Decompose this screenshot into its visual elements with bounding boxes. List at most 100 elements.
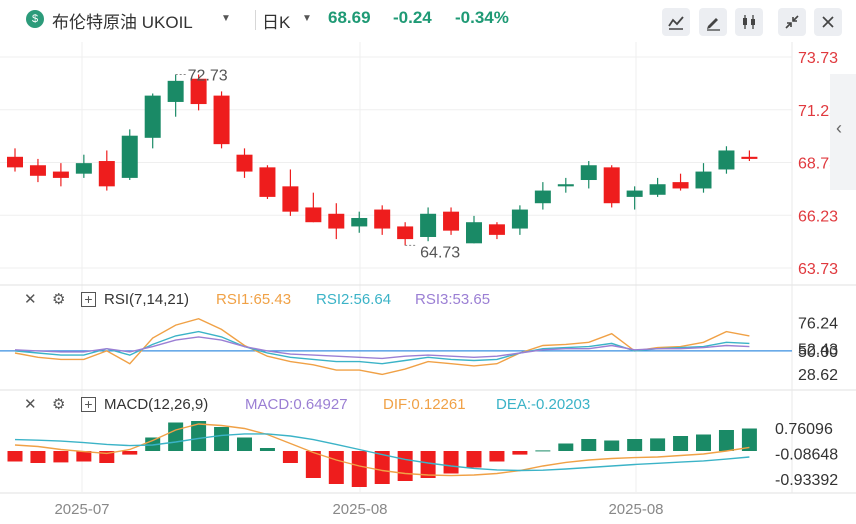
macd-histogram-bar (237, 437, 252, 451)
candle (98, 150, 115, 191)
price-change: -0.24 (393, 8, 432, 27)
period-selector[interactable]: 日K (262, 13, 291, 32)
chart-type-button[interactable] (735, 8, 763, 36)
candle-body (98, 161, 115, 187)
candle (741, 150, 758, 162)
last-price: 68.69 (328, 8, 371, 27)
candle (236, 148, 253, 178)
rsi1-value: RSI1:65.43 (216, 291, 292, 308)
close-button[interactable] (814, 8, 842, 36)
draw-tool-button[interactable] (699, 8, 727, 36)
candle-body (741, 156, 758, 159)
rsi-line-rsi1 (14, 317, 750, 376)
price-axis-label: 71.23 (798, 103, 838, 120)
date-axis-label: 2025-07 (54, 501, 109, 518)
candle (443, 207, 460, 235)
candle-body (443, 211, 460, 231)
low-annotation: 64.73 (420, 244, 460, 261)
macd-histogram-bar (466, 451, 482, 468)
symbol-code: UKOIL (141, 13, 193, 32)
collapse-button[interactable] (778, 8, 806, 36)
candle (534, 182, 551, 210)
price-axis-label: 63.73 (798, 261, 838, 278)
macd-histogram-bar (122, 451, 138, 455)
candle (718, 146, 735, 174)
chevron-down-icon[interactable]: ▼ (302, 13, 312, 24)
gridlines (0, 42, 856, 494)
settings-icon[interactable]: ⚙ (52, 291, 66, 308)
macd-axis-label: 0.76096 (775, 421, 833, 438)
candle-body (328, 213, 345, 229)
close-icon[interactable]: ✕ (24, 396, 37, 413)
macd-histogram-bar (650, 438, 666, 451)
candle-body (144, 95, 161, 138)
dif-value: DIF:0.12261 (383, 396, 466, 413)
symbol-selector[interactable]: 布伦特原油 UKOIL (52, 8, 193, 33)
macd-value: MACD:0.64927 (245, 396, 348, 413)
candle (282, 169, 299, 216)
candle-body (695, 171, 712, 189)
expand-icon[interactable]: + (81, 397, 96, 412)
settings-icon[interactable]: ⚙ (52, 396, 66, 413)
candle-body (603, 167, 620, 204)
dollar-icon: $ (26, 10, 44, 28)
rsi-axis-label: 28.62 (798, 367, 838, 384)
macd-histogram-bar (718, 430, 734, 451)
macd-histogram-bar (581, 439, 597, 451)
candle-body (305, 207, 322, 223)
close-icon (822, 16, 834, 28)
macd-histogram-bar (374, 451, 390, 484)
candle-body (52, 171, 69, 178)
macd-axis-label: -0.93392 (775, 472, 838, 489)
macd-title: MACD(12,26,9) (104, 396, 209, 413)
candle-body (672, 182, 689, 189)
candle (580, 161, 597, 189)
line-drawing-icon (668, 16, 684, 30)
candle (511, 205, 528, 235)
close-icon[interactable]: ✕ (24, 291, 37, 308)
candle (374, 205, 391, 235)
candle (190, 74, 207, 111)
line-drawing-button[interactable] (662, 8, 690, 36)
candle (328, 203, 345, 240)
price-axis-label: 73.73 (798, 50, 838, 67)
candle-body (534, 190, 551, 204)
macd-histogram-bar (420, 451, 436, 478)
macd-histogram-bar (191, 421, 207, 451)
chevron-down-icon[interactable]: ▼ (221, 13, 231, 24)
candle-body (580, 165, 597, 181)
chart-header: $ 布伦特原油 UKOIL ▼ 日K ▼ 68.69 -0.24 -0.34% (0, 0, 856, 42)
rsi-line-rsi3 (14, 336, 750, 360)
rsi-axis-label: 76.24 (798, 316, 838, 333)
macd-histogram-bar (305, 451, 321, 478)
dea-value: DEA:-0.20203 (496, 396, 591, 413)
rsi-axis-label: 52.43 (798, 341, 838, 358)
candle (52, 163, 69, 187)
rsi-axis-label: 50.00 (798, 344, 838, 361)
macd-histogram-bar (76, 451, 92, 462)
macd-histogram-bar (99, 451, 115, 463)
rsi3-value: RSI3:53.65 (415, 291, 491, 308)
candle (603, 165, 620, 208)
candle (259, 165, 276, 200)
macd-histogram-bar (214, 427, 230, 451)
expand-icon[interactable]: + (81, 292, 96, 307)
macd-histogram-bar (627, 439, 643, 451)
candle (488, 222, 505, 240)
rsi-title: RSI(7,14,21) (104, 291, 190, 308)
macd-series (7, 421, 757, 487)
candle (557, 177, 574, 193)
macd-histogram-bar (489, 451, 505, 462)
macd-histogram-bar (604, 440, 620, 451)
macd-histogram-bar (7, 451, 23, 462)
macd-histogram-bar (282, 451, 298, 463)
candle-body (7, 156, 23, 168)
candle-body (75, 163, 92, 174)
candle (144, 93, 161, 149)
candle-body (511, 209, 528, 229)
high-annotation: 72.73 (188, 68, 228, 85)
candlestick-series (7, 74, 758, 246)
candle-body (167, 80, 184, 102)
candle (167, 74, 184, 117)
side-panel-toggle[interactable]: ‹ (830, 74, 856, 190)
